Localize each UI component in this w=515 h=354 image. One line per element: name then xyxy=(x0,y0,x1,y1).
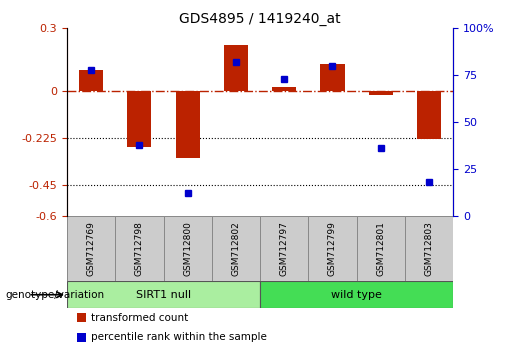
Text: GSM712802: GSM712802 xyxy=(231,221,241,276)
Text: GSM712803: GSM712803 xyxy=(424,221,434,276)
Bar xyxy=(127,91,151,147)
Bar xyxy=(67,281,260,308)
Text: GSM712769: GSM712769 xyxy=(87,221,96,276)
Bar xyxy=(224,45,248,91)
Text: transformed count: transformed count xyxy=(91,313,188,323)
Bar xyxy=(260,216,308,281)
Title: GDS4895 / 1419240_at: GDS4895 / 1419240_at xyxy=(179,12,341,26)
Text: GSM712799: GSM712799 xyxy=(328,221,337,276)
Bar xyxy=(308,216,356,281)
Bar xyxy=(163,216,212,281)
Bar xyxy=(320,64,345,91)
Text: GSM712800: GSM712800 xyxy=(183,221,192,276)
Bar xyxy=(272,87,296,91)
Bar xyxy=(260,281,453,308)
Bar xyxy=(212,216,260,281)
Bar xyxy=(405,216,453,281)
Bar xyxy=(115,216,163,281)
Bar xyxy=(79,70,103,91)
Bar xyxy=(176,91,200,158)
Text: GSM712797: GSM712797 xyxy=(280,221,289,276)
Bar xyxy=(67,216,115,281)
Bar xyxy=(417,91,441,139)
Bar xyxy=(356,216,405,281)
Text: genotype/variation: genotype/variation xyxy=(5,290,104,300)
Text: SIRT1 null: SIRT1 null xyxy=(136,290,191,300)
Bar xyxy=(369,91,393,95)
Text: percentile rank within the sample: percentile rank within the sample xyxy=(91,332,267,342)
Text: wild type: wild type xyxy=(331,290,382,300)
Text: GSM712801: GSM712801 xyxy=(376,221,385,276)
Text: GSM712798: GSM712798 xyxy=(135,221,144,276)
